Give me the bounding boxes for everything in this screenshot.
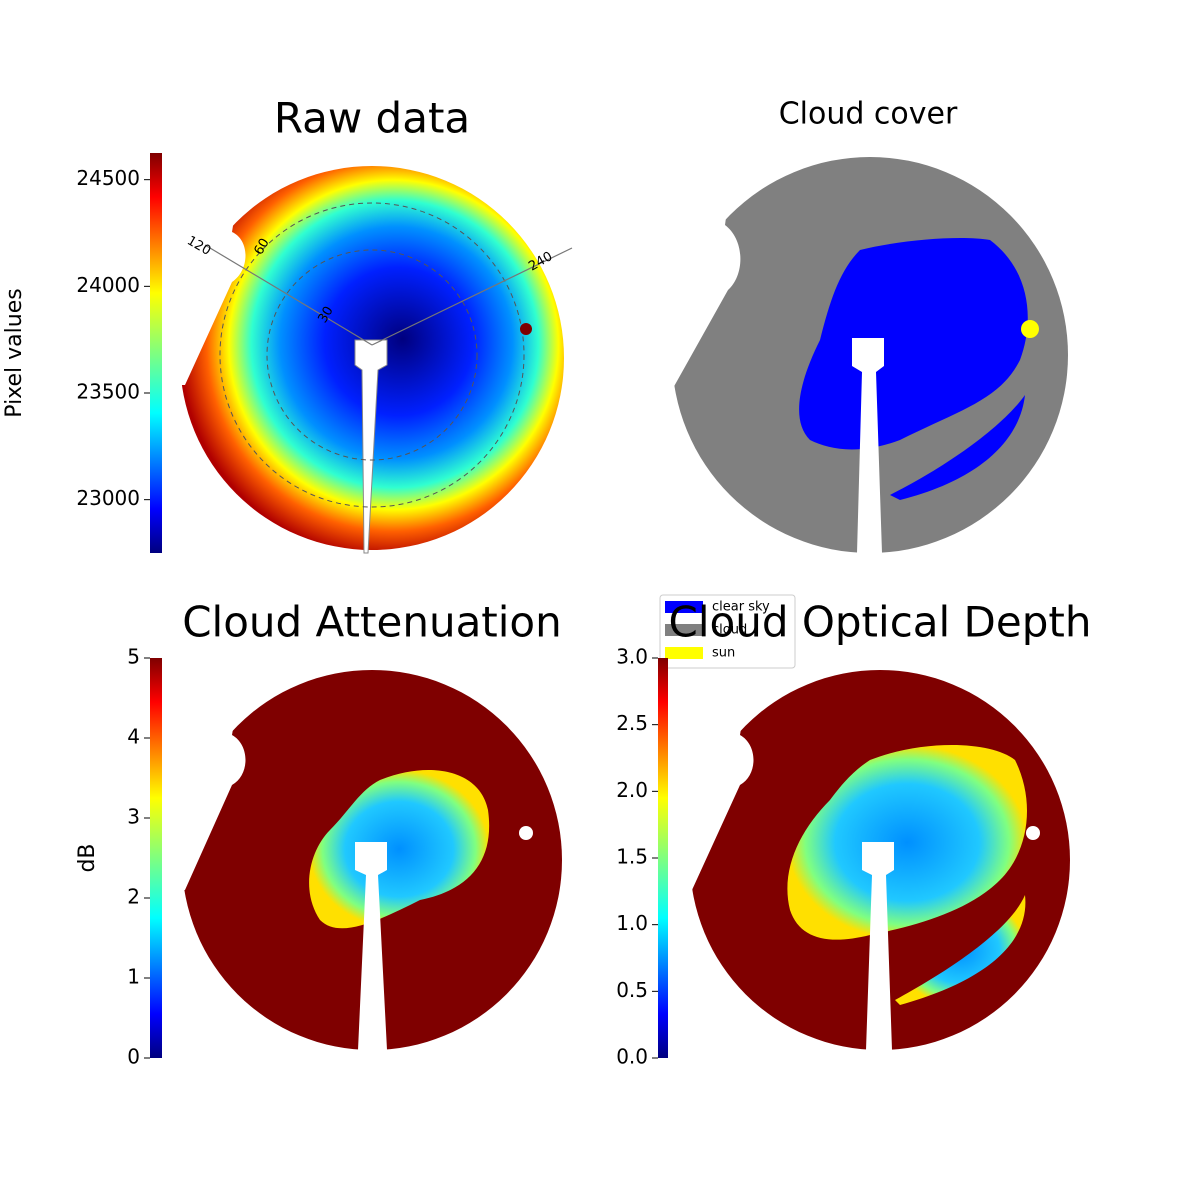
y-tick-label: 3 <box>127 805 140 829</box>
y-tick-label: 23500 <box>76 380 140 404</box>
panel-title: Cloud cover <box>779 97 958 132</box>
panel-title: Cloud Optical Depth <box>669 598 1092 647</box>
legend-label: clear sky <box>712 600 770 615</box>
cloud-cover-image <box>665 150 1068 553</box>
y-tick-label: 1 <box>127 965 140 989</box>
legend-swatch <box>665 601 703 613</box>
y-tick-label: 24500 <box>76 166 140 190</box>
y-tick-label: 0.5 <box>616 978 648 1002</box>
optical-depth-image <box>683 655 1070 1050</box>
colorbar <box>150 153 162 553</box>
colorbar-label: dB <box>75 843 100 872</box>
raw-image: 120 60 30 240 <box>175 150 573 554</box>
y-tick-label: 23000 <box>76 486 140 510</box>
colorbar <box>150 658 162 1058</box>
y-tick-label: 2.5 <box>616 711 648 735</box>
y-tick-label: 0 <box>127 1045 140 1069</box>
polar-label: 60 <box>252 236 273 258</box>
polar-label: 30 <box>316 304 337 326</box>
attenuation-image <box>175 655 562 1050</box>
y-tick-label: 5 <box>127 645 140 669</box>
y-tick-label: 0.0 <box>616 1045 648 1069</box>
y-tick-label: 4 <box>127 725 140 749</box>
colorbar-label: Pixel values <box>2 288 27 417</box>
legend-label: cloud <box>712 623 747 638</box>
y-tick-label: 24000 <box>76 273 140 297</box>
y-tick-label: 3.0 <box>616 645 648 669</box>
panel-title: Cloud Attenuation <box>182 598 562 647</box>
legend-label: sun <box>712 646 735 661</box>
legend-swatch <box>665 647 703 659</box>
y-tick-label: 2.0 <box>616 778 648 802</box>
y-tick-label: 1.5 <box>616 845 648 869</box>
y-tick-label: 1.0 <box>616 911 648 935</box>
colorbar <box>658 658 668 1058</box>
legend-swatch <box>665 624 703 636</box>
y-tick-label: 2 <box>127 885 140 909</box>
panel-title: Raw data <box>274 94 470 143</box>
